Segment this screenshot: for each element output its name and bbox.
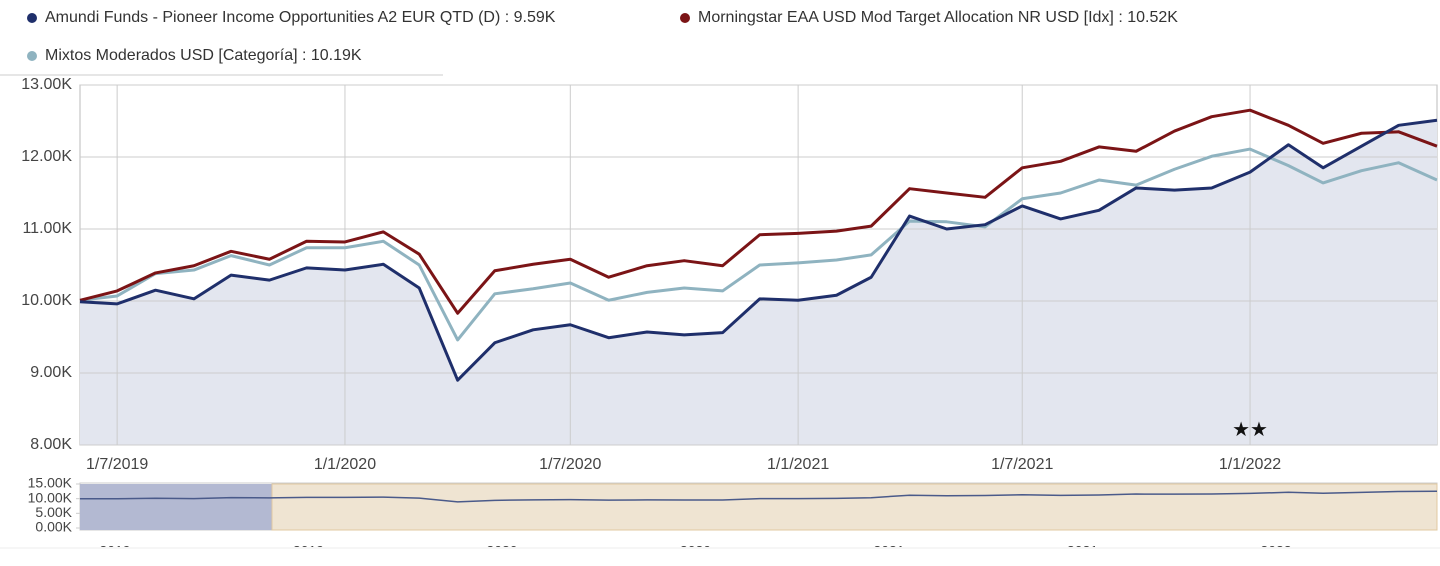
nav-x-label: 2021: [873, 543, 904, 559]
nav-x-label: 2019: [293, 543, 324, 559]
y-tick-label: 11.00K: [22, 220, 72, 237]
nav-y-label: 0.00K: [35, 519, 72, 535]
line: [79, 147, 1438, 342]
legend-marker: [27, 51, 37, 61]
nav-line: [79, 490, 1438, 503]
nav-x-label: 2022: [1260, 543, 1291, 559]
legend-marker: [680, 13, 690, 23]
x-tick-label: 1/1/2021: [767, 456, 829, 473]
x-tick-label: 1/7/2020: [539, 456, 601, 473]
x-tick-label: 1/7/2021: [991, 456, 1053, 473]
nav-y-label: 5.00K: [35, 504, 72, 520]
rating-stars: ★★: [1232, 419, 1268, 441]
y-tick-label: 9.00K: [30, 364, 72, 381]
navigator-outside: [80, 484, 272, 530]
legend-label: Mixtos Moderados USD [Categoría] : 10.19…: [45, 47, 362, 64]
navigator-selection: [271, 483, 1438, 531]
legend-label: Amundi Funds - Pioneer Income Opportunit…: [45, 9, 556, 26]
legend-label: Morningstar EAA USD Mod Target Allocatio…: [698, 9, 1178, 26]
line: [79, 118, 1438, 382]
x-tick-label: 1/1/2020: [314, 456, 376, 473]
line: [79, 108, 1438, 315]
area: [80, 120, 1437, 445]
nav-x-label: 2020: [486, 543, 517, 559]
y-tick-label: 10.00K: [21, 292, 72, 309]
nav-y-label: 15.00K: [28, 475, 73, 491]
y-tick-label: 13.00K: [21, 76, 72, 93]
nav-x-label: 2019: [99, 543, 130, 559]
nav-x-label: 2021: [1067, 543, 1098, 559]
nav-y-label: 10.00K: [28, 489, 73, 505]
nav-x-labels: 2019 2019 2020 2020 2021 2021 2022: [99, 543, 1291, 559]
x-tick-label: 1/7/2019: [86, 456, 148, 473]
nav-x-label: 2020: [680, 543, 711, 559]
legend-marker: [27, 13, 37, 23]
y-tick-label: 8.00K: [30, 436, 72, 453]
x-tick-label: 1/1/2022: [1219, 456, 1281, 473]
y-tick-label: 12.00K: [21, 148, 72, 165]
